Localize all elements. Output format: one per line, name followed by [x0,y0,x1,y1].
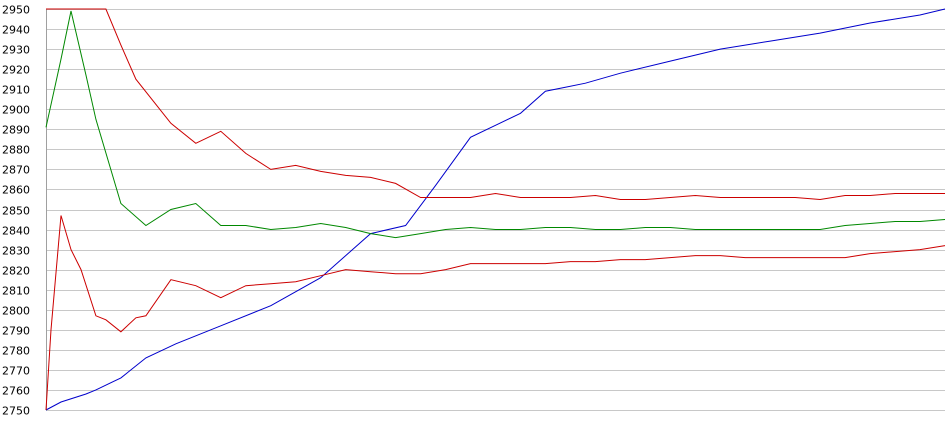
y-tick-label: 2900 [2,104,30,117]
y-tick-label: 2940 [2,24,30,37]
y-tick-label: 2770 [2,365,30,378]
y-tick-label: 2830 [2,245,30,258]
series-line-1 [45,8,946,411]
y-tick-label: 2820 [2,265,30,278]
y-tick-label: 2910 [2,84,30,97]
y-tick-label: 2870 [2,164,30,177]
grid-lines [46,9,945,411]
series-line-4 [45,215,946,411]
series-line-2 [46,8,945,201]
y-tick-label: 2780 [2,345,30,358]
y-tick-label: 2750 [2,405,30,418]
y-tick-label: 2930 [2,44,30,57]
y-tick-label: 2860 [2,184,30,197]
series-line-3 [45,10,946,239]
y-tick-label: 2880 [2,144,30,157]
y-tick-label: 2850 [2,205,30,218]
y-axis-tick-labels: 2750 2760 2770 2780 2790 2800 2810 2820 2830 2840… [2,4,30,418]
y-tick-label: 2920 [2,64,30,77]
y-tick-label: 2760 [2,385,30,398]
series-group [45,8,946,411]
y-tick-label: 2800 [2,305,30,318]
y-tick-label: 2950 [2,4,30,17]
y-tick-label: 2810 [2,285,30,298]
y-tick-label: 2890 [2,124,30,137]
y-tick-label: 2790 [2,325,30,338]
y-tick-label: 2840 [2,225,30,238]
